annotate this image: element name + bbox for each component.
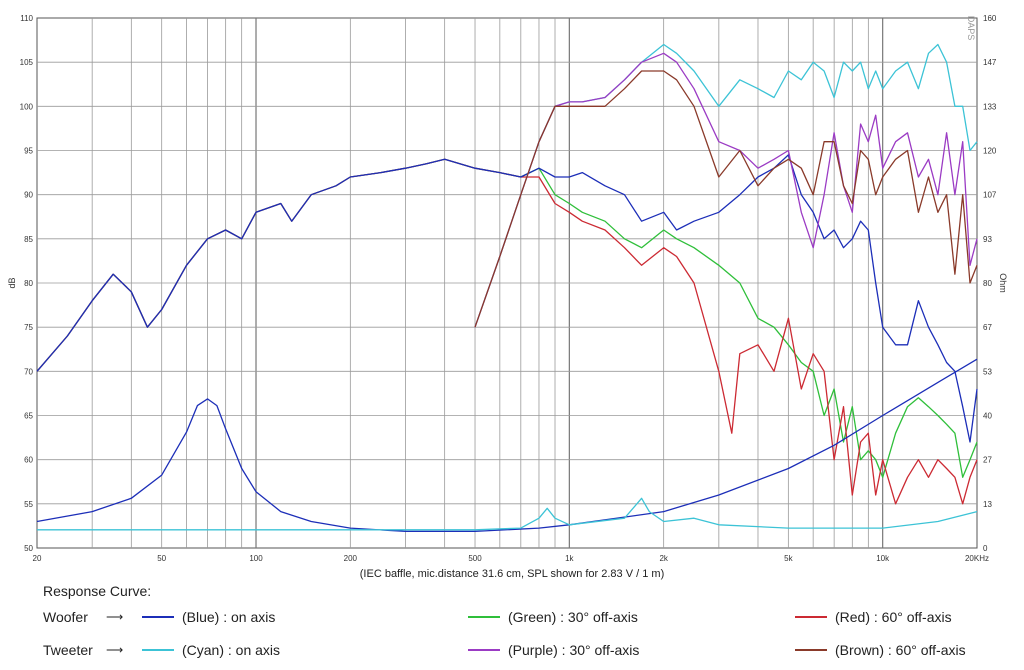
frequency-response-chart: 20 50 100 200 500 1k 2k 5k 10k 20KHz5055606570758… [7,14,1008,563]
y-tick-label: 90 [24,191,33,200]
y-tick-label: 75 [24,323,33,332]
y-axis-label: dB [7,277,17,288]
x-tick-label: 20KHz [965,554,989,563]
legend-row-label-tweeter: Tweeter [43,642,93,658]
legend-item-tweeter-cyan: (Cyan) : on axis [142,642,280,658]
y-tick-label: 110 [20,14,33,23]
series-line-tweeter-impedance [37,497,978,531]
y2-tick-label: 67 [983,323,992,332]
y2-tick-label: 40 [983,412,992,421]
series-line-tweeter-purple-30-off-axis [474,52,978,328]
legend-row-label-woofer: Woofer [43,609,88,625]
y-tick-label: 100 [20,102,34,111]
x-tick-label: 20 [33,554,42,563]
y2-tick-label: 147 [983,58,997,67]
legend-swatch [795,616,827,619]
legend-title: Response Curve: [43,583,152,599]
x-tick-label: 10k [876,554,890,563]
y-tick-label: 50 [24,544,33,553]
y2-axis-label: Ohm [998,273,1008,293]
legend-item-tweeter-brown: (Brown) : 60° off-axis [795,642,966,658]
legend-item-woofer-green: (Green) : 30° off-axis [468,609,638,625]
y-tick-label: 60 [24,456,33,465]
y2-tick-label: 27 [983,456,992,465]
measurement-note: (IEC baffle, mic.distance 31.6 cm, SPL s… [359,568,665,580]
y-tick-label: 55 [24,500,33,509]
legend-swatch [468,649,500,652]
series-line-woofer-impedance [36,358,978,533]
y2-tick-label: 13 [983,500,992,509]
arrow-icon: ⟶ [106,610,124,624]
arrow-icon: ⟶ [106,643,124,657]
y2-tick-label: 120 [983,147,997,156]
y2-tick-label: 160 [983,14,997,23]
x-tick-label: 100 [249,554,263,563]
watermark-text: DAPS [966,16,976,41]
x-tick-label: 50 [157,554,166,563]
y-tick-label: 95 [24,147,33,156]
y-tick-label: 85 [24,235,33,244]
legend-item-woofer-blue: (Blue) : on axis [142,609,275,625]
y2-tick-label: 107 [983,191,997,200]
y2-tick-label: 0 [983,544,988,553]
legend-swatch [468,616,500,619]
y-tick-label: 70 [24,367,33,376]
series-line-woofer-blue-on-axis [36,154,978,443]
y-tick-label: 65 [24,412,33,421]
legend-item-woofer-red: (Red) : 60° off-axis [795,609,952,625]
legend-swatch [795,649,827,652]
x-tick-label: 500 [468,554,482,563]
legend-swatch [142,649,174,652]
x-tick-label: 200 [344,554,358,563]
x-tick-label: 5k [784,554,793,563]
legend-item-tweeter-purple: (Purple) : 30° off-axis [468,642,639,658]
x-tick-label: 1k [565,554,574,563]
x-tick-label: 2k [659,554,668,563]
y-tick-label: 80 [24,279,33,288]
y2-tick-label: 80 [983,279,992,288]
y2-tick-label: 93 [983,235,992,244]
y2-tick-label: 53 [983,367,992,376]
legend-swatch [142,616,174,619]
y-tick-label: 105 [20,58,34,67]
y2-tick-label: 133 [983,102,997,111]
series-line-tweeter-brown-60-off-axis [474,70,978,328]
